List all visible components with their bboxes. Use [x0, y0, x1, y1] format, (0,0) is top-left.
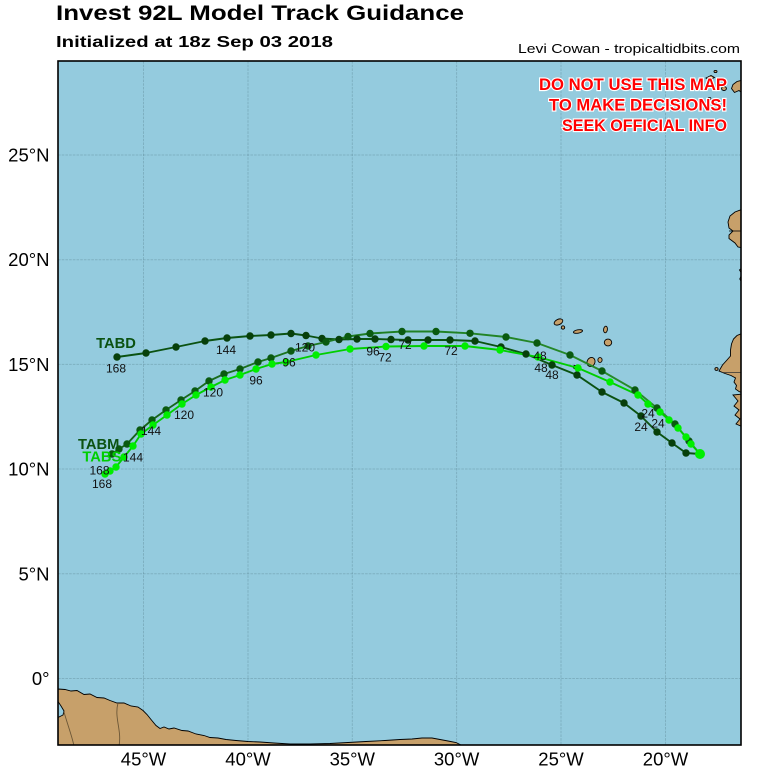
svg-text:96: 96 [249, 374, 263, 388]
svg-text:TABM: TABM [78, 437, 119, 453]
svg-text:144: 144 [123, 451, 143, 465]
svg-text:Invest 92L Model Track Guidanc: Invest 92L Model Track Guidance [56, 2, 464, 25]
svg-text:40°W: 40°W [225, 749, 271, 768]
svg-text:25°W: 25°W [538, 749, 584, 768]
svg-text:DO NOT USE THIS MAP: DO NOT USE THIS MAP [539, 76, 727, 94]
svg-text:24: 24 [641, 407, 655, 421]
svg-text:5°N: 5°N [18, 563, 49, 584]
svg-text:96: 96 [366, 345, 380, 359]
svg-text:144: 144 [216, 343, 236, 357]
svg-text:168: 168 [89, 464, 109, 478]
svg-text:72: 72 [444, 344, 458, 358]
svg-text:Levi Cowan - tropicaltidbits.c: Levi Cowan - tropicaltidbits.com [518, 41, 740, 56]
svg-text:0°: 0° [32, 668, 50, 689]
svg-text:SEEK OFFICIAL INFO: SEEK OFFICIAL INFO [562, 117, 727, 135]
svg-text:144: 144 [141, 424, 161, 438]
svg-text:Initialized at 18z Sep 03 2018: Initialized at 18z Sep 03 2018 [56, 34, 333, 51]
svg-text:120: 120 [295, 341, 315, 355]
svg-text:15°N: 15°N [8, 354, 49, 375]
svg-text:120: 120 [203, 386, 223, 400]
svg-text:20°N: 20°N [8, 249, 49, 270]
svg-text:96: 96 [282, 356, 296, 370]
svg-text:30°W: 30°W [434, 749, 480, 768]
svg-text:25°N: 25°N [8, 145, 49, 166]
svg-text:45°W: 45°W [121, 749, 167, 768]
svg-text:20°W: 20°W [643, 749, 689, 768]
svg-text:72: 72 [398, 338, 412, 352]
svg-text:TABD: TABD [96, 336, 136, 352]
svg-text:24: 24 [651, 417, 665, 431]
svg-text:48: 48 [533, 349, 547, 363]
svg-text:48: 48 [545, 368, 559, 382]
svg-text:72: 72 [378, 351, 392, 365]
svg-text:168: 168 [92, 477, 112, 491]
svg-text:TABS: TABS [82, 450, 121, 466]
svg-text:120: 120 [174, 408, 194, 422]
svg-text:35°W: 35°W [330, 749, 376, 768]
svg-text:48: 48 [534, 361, 548, 375]
svg-text:24: 24 [634, 420, 648, 434]
svg-text:10°N: 10°N [8, 459, 49, 480]
svg-text:TO MAKE DECISIONS!: TO MAKE DECISIONS! [549, 97, 727, 115]
svg-text:168: 168 [106, 362, 126, 376]
